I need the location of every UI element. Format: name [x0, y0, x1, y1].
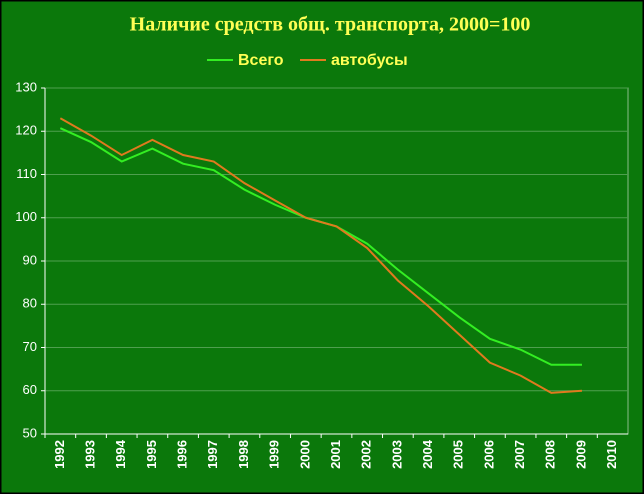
x-tick-label: 2009 — [573, 440, 588, 469]
legend-label: автобусы — [331, 52, 408, 69]
y-tick-label: 70 — [23, 339, 37, 354]
x-tick-label: 2006 — [481, 440, 496, 469]
x-tick-label: 2002 — [359, 440, 374, 469]
y-tick-label: 50 — [23, 425, 37, 440]
x-tick-label: 2004 — [420, 439, 435, 469]
x-tick-label: 2001 — [328, 440, 343, 469]
y-tick-label: 90 — [23, 252, 37, 267]
series-line — [59, 117, 583, 394]
x-tick-label: 1994 — [113, 439, 128, 469]
y-tick-label: 130 — [15, 79, 37, 94]
x-tick-label: 1999 — [267, 440, 282, 469]
x-tick-label: 2000 — [297, 440, 312, 469]
y-tick-label: 60 — [23, 382, 37, 397]
x-tick-label: 1997 — [205, 440, 220, 469]
y-tick-label: 120 — [15, 123, 37, 138]
x-tick-label: 1993 — [82, 440, 97, 469]
x-tick-label: 2003 — [389, 440, 404, 469]
x-tick-label: 1992 — [52, 440, 67, 469]
y-tick-label: 110 — [16, 166, 37, 181]
x-tick-label: 2007 — [512, 440, 527, 469]
x-tick-label: 2005 — [451, 440, 466, 469]
x-tick-label: 1995 — [144, 440, 159, 469]
y-tick-label: 80 — [23, 296, 37, 311]
chart-title: Наличие средств общ. транспорта, 2000=10… — [130, 14, 531, 36]
y-tick-label: 100 — [15, 209, 37, 224]
legend-label: Всего — [238, 52, 284, 69]
x-tick-label: 1996 — [175, 440, 190, 469]
x-tick-label: 2010 — [604, 440, 619, 469]
x-tick-label: 2008 — [543, 440, 558, 469]
x-tick-label: 1998 — [236, 440, 251, 469]
